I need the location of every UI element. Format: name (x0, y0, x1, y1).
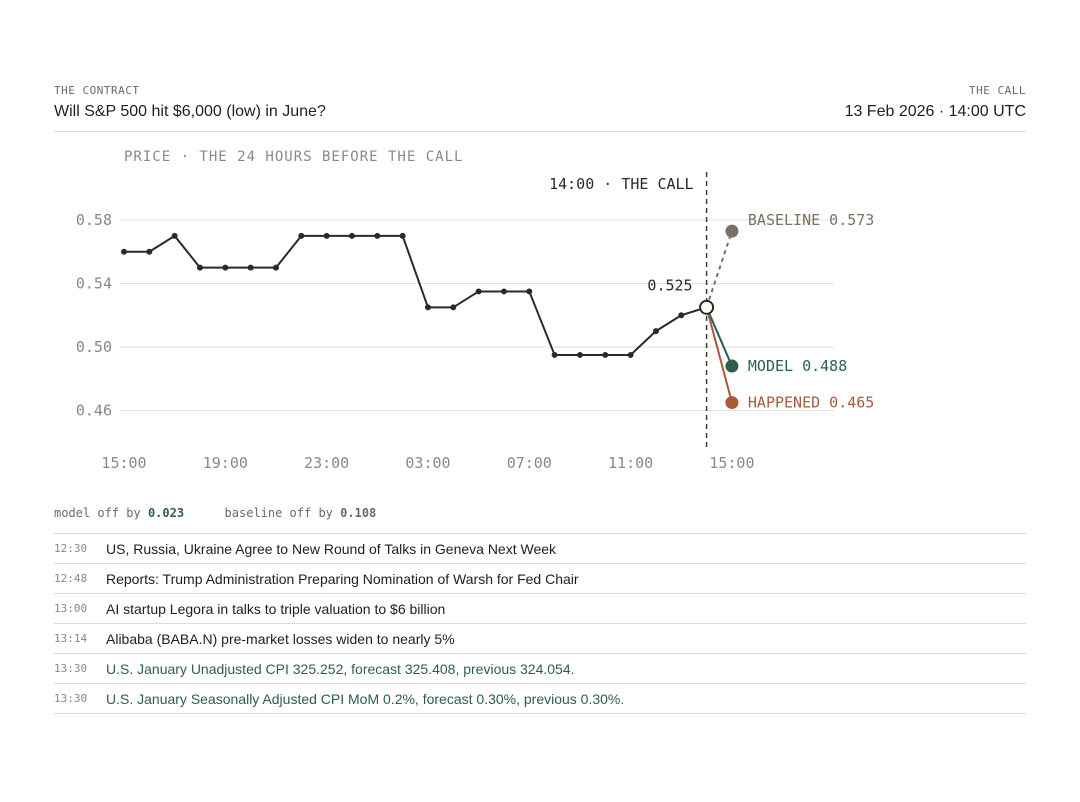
news-headline[interactable]: U.S. January Seasonally Adjusted CPI MoM… (106, 690, 625, 707)
x-tick-label: 19:00 (203, 454, 248, 472)
x-tick-label: 11:00 (608, 454, 653, 472)
news-headline[interactable]: Reports: Trump Administration Preparing … (106, 570, 579, 587)
price-point (678, 312, 685, 319)
x-tick-label: 23:00 (304, 454, 349, 472)
news-headline[interactable]: US, Russia, Ukraine Agree to New Round o… (106, 540, 557, 557)
baseline-off-value: 0.108 (340, 506, 377, 520)
outcome-line-model (705, 306, 733, 367)
y-tick-label: 0.54 (76, 275, 112, 293)
price-point (222, 264, 229, 271)
news-item[interactable]: 13:30 U.S. January Seasonally Adjusted CP… (54, 683, 1026, 714)
price-point (348, 232, 355, 239)
price-point (576, 351, 583, 358)
outcome-point-model (725, 359, 739, 373)
news-headline[interactable]: AI startup Legora in talks to triple val… (106, 600, 446, 617)
news-time: 13:30 (54, 662, 88, 675)
price-point (399, 232, 406, 239)
news-item[interactable]: 13:14 Alibaba (BABA.N) pre-market losses … (54, 623, 1026, 653)
price-point (121, 248, 127, 255)
price-point (652, 328, 659, 335)
price-point (475, 288, 482, 295)
price-point (627, 351, 634, 358)
price-point (196, 264, 203, 271)
x-tick-label: 03:00 (405, 454, 450, 472)
price-point (526, 288, 533, 295)
outcome-point-happened (725, 396, 739, 410)
price-point (602, 351, 609, 358)
call-point (699, 299, 715, 315)
price-point (450, 304, 457, 311)
call-value-label: 0.525 (647, 276, 692, 294)
y-tick-label: 0.46 (76, 402, 112, 420)
news-time: 13:14 (54, 632, 88, 645)
call-time: 13 Feb 2026 · 14:00 UTC (844, 103, 1026, 120)
news-time: 13:30 (54, 692, 88, 705)
price-point (374, 232, 381, 239)
news-headline[interactable]: U.S. January Unadjusted CPI 325.252, for… (106, 660, 575, 677)
price-chart: PRICE · THE 24 HOURS BEFORE THE CALL 0.58… (76, 149, 874, 472)
news-item[interactable]: 13:00 AI startup Legora in talks to tripl… (54, 593, 1026, 623)
price-point (146, 248, 153, 255)
news-time: 12:30 (54, 542, 88, 555)
x-tick-label: 15:00 (101, 454, 146, 472)
outcome-line-baseline (705, 230, 733, 308)
baseline-off-label: baseline off by (224, 506, 333, 520)
x-tick-label: 07:00 (507, 454, 552, 472)
price-point (424, 304, 431, 311)
price-point (272, 264, 279, 271)
news-item[interactable]: 12:48 Reports: Trump Administration Prepa… (54, 563, 1026, 593)
header: THE CONTRACT Will S&P 500 hit $6,000 (lo… (54, 84, 1026, 132)
y-tick-label: 0.58 (76, 211, 112, 229)
call-kicker: THE CALL (969, 84, 1026, 97)
model-off-value: 0.023 (147, 506, 185, 520)
outcome-point-baseline (725, 224, 739, 238)
model-off-label: model off by (54, 506, 141, 520)
price-point (323, 232, 330, 239)
news-list: 12:30 US, Russia, Ukraine Agree to New Ro… (54, 533, 1026, 714)
contract-kicker: THE CONTRACT (54, 84, 140, 97)
outcome-label-happened: HAPPENED 0.465 (748, 394, 874, 412)
news-headline[interactable]: Alibaba (BABA.N) pre-market losses widen… (106, 630, 455, 647)
y-tick-label: 0.50 (76, 338, 112, 356)
news-time: 13:00 (54, 602, 88, 615)
news-item[interactable]: 13:30 U.S. January Unadjusted CPI 325.252… (54, 653, 1026, 683)
news-time: 12:48 (54, 572, 88, 585)
header-divider (54, 131, 1026, 132)
call-label: 14:00 · THE CALL (549, 175, 694, 193)
contract-title: Will S&P 500 hit $6,000 (low) in June? (54, 103, 326, 120)
price-point (247, 264, 254, 271)
x-tick-label: 15:00 (709, 454, 754, 472)
price-point (171, 232, 178, 239)
outcome-label-baseline: BASELINE 0.573 (748, 211, 874, 229)
price-point (298, 232, 305, 239)
chart-title: PRICE · THE 24 HOURS BEFORE THE CALL (124, 149, 463, 165)
outcome-label-model: MODEL 0.488 (748, 357, 847, 375)
news-item[interactable]: 12:30 US, Russia, Ukraine Agree to New Ro… (54, 533, 1026, 563)
price-point (551, 351, 558, 358)
error-stats: model off by 0.023 baseline off by 0.108 (54, 506, 376, 520)
price-point (500, 288, 507, 295)
outcome-line-happened (705, 307, 733, 403)
price-line (124, 234, 707, 356)
